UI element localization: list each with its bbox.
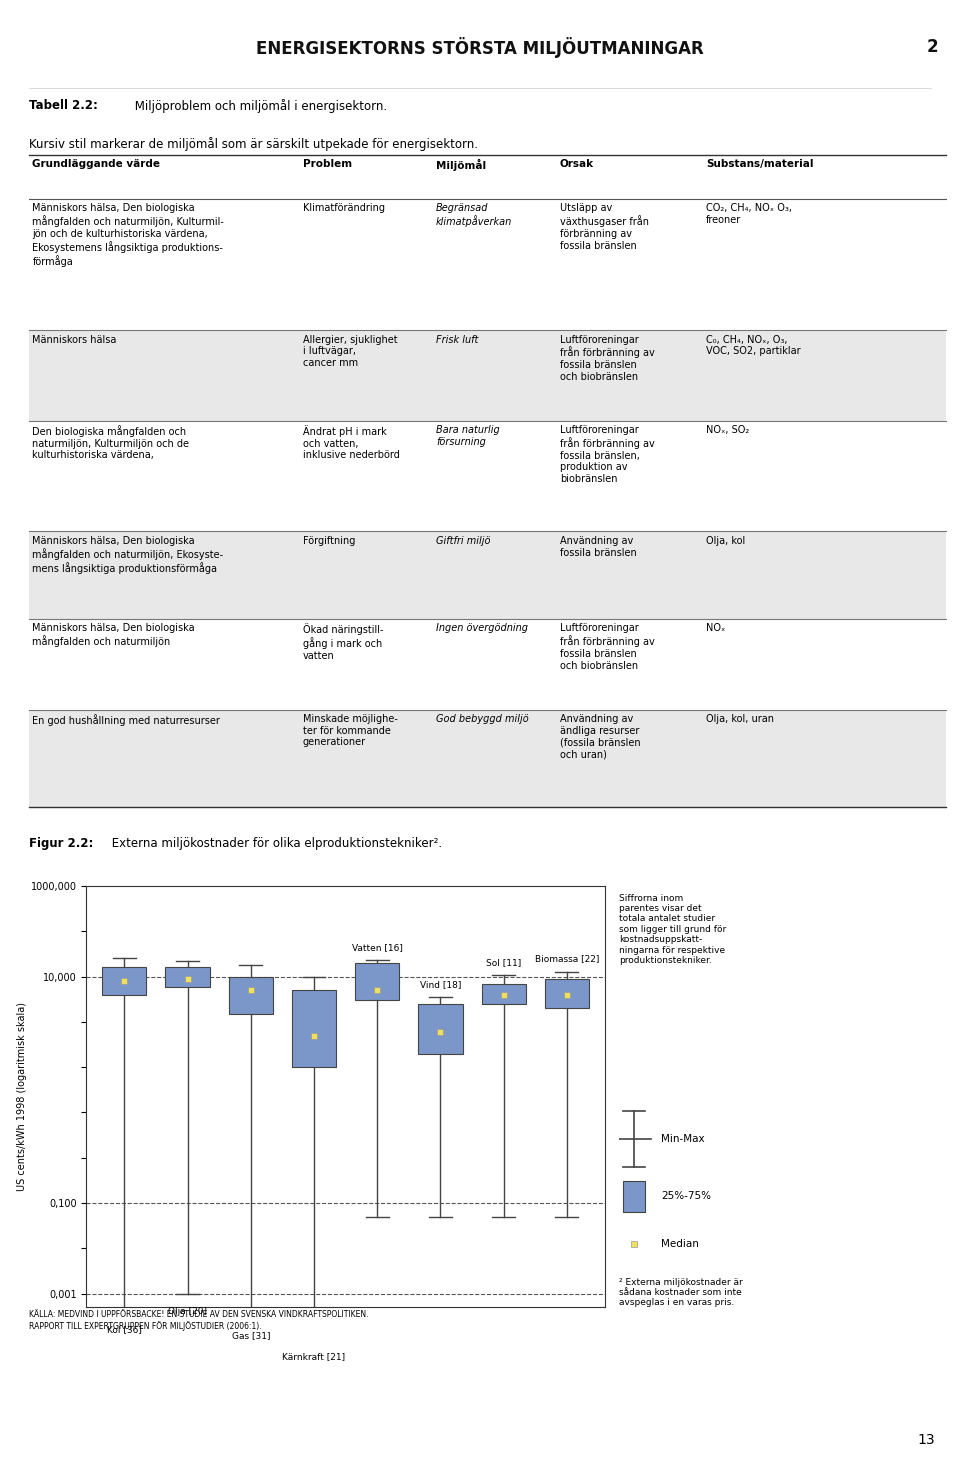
- Text: Olja, kol, uran: Olja, kol, uran: [707, 715, 775, 724]
- Text: ² Externa miljökostnader är
sådana kostnader som inte
avspeglas i en varas pris.: ² Externa miljökostnader är sådana kostn…: [619, 1278, 743, 1307]
- Text: Median: Median: [661, 1239, 699, 1250]
- Text: C₀, CH₄, NOₓ, O₃,
VOC, SO2, partiklar: C₀, CH₄, NOₓ, O₃, VOC, SO2, partiklar: [707, 334, 801, 356]
- Text: Kärnkraft [21]: Kärnkraft [21]: [282, 1353, 346, 1362]
- Text: Biomassa [22]: Biomassa [22]: [535, 954, 599, 963]
- Text: Miljöproblem och miljömål i energisektorn.: Miljöproblem och miljömål i energisektor…: [131, 99, 387, 112]
- Text: Människors hälsa: Människors hälsa: [33, 334, 117, 344]
- Text: Förgiftning: Förgiftning: [303, 536, 355, 546]
- Text: Ökad näringstill-
gång i mark och
vatten: Ökad näringstill- gång i mark och vatten: [303, 623, 383, 660]
- Text: Frisk luft: Frisk luft: [436, 334, 478, 344]
- Bar: [355, 963, 399, 1000]
- Text: Vatten [16]: Vatten [16]: [351, 944, 402, 953]
- Bar: [292, 991, 336, 1068]
- Text: Min-Max: Min-Max: [661, 1134, 705, 1143]
- Text: Vind [18]: Vind [18]: [420, 981, 461, 990]
- Text: Kol [36]: Kol [36]: [107, 1325, 142, 1334]
- Text: Luftföroreningar
från förbränning av
fossila bränslen
och biobränslen: Luftföroreningar från förbränning av fos…: [560, 334, 655, 381]
- Bar: [102, 967, 147, 994]
- Text: Figur 2.2:: Figur 2.2:: [29, 837, 93, 851]
- Text: En god hushållning med naturresurser: En god hushållning med naturresurser: [33, 715, 221, 727]
- Text: Sol [11]: Sol [11]: [486, 959, 521, 967]
- Text: Luftföroreningar
från förbränning av
fossila bränslen,
produktion av
biobränslen: Luftföroreningar från förbränning av fos…: [560, 425, 655, 484]
- Text: Människors hälsa, Den biologiska
mångfalden och naturmiljön, Kulturmil-
jön och : Människors hälsa, Den biologiska mångfal…: [33, 204, 225, 267]
- Y-axis label: US cents/kWh 1998 (logaritmisk skala): US cents/kWh 1998 (logaritmisk skala): [16, 1003, 27, 1190]
- Bar: [165, 967, 209, 987]
- Text: Orsak: Orsak: [560, 160, 593, 170]
- Text: Klimatförändring: Klimatförändring: [303, 204, 385, 214]
- Text: Allergier, sjuklighet
i luftvägar,
cancer mm: Allergier, sjuklighet i luftvägar, cance…: [303, 334, 397, 368]
- Bar: [544, 979, 589, 1009]
- Text: Substans/material: Substans/material: [707, 160, 814, 170]
- Bar: [29, 709, 946, 806]
- Text: NOₓ: NOₓ: [707, 623, 726, 634]
- Text: Ingen övergödning: Ingen övergödning: [436, 623, 528, 634]
- Text: Miljömål: Miljömål: [436, 160, 486, 171]
- Text: KÄLLA: MEDVIND I UPPFÖRSBACKE! EN STUDIE AV DEN SVENSKA VINDKRAFTSPOLITIKEN.
RAP: KÄLLA: MEDVIND I UPPFÖRSBACKE! EN STUDIE…: [29, 1310, 369, 1331]
- Bar: [623, 1180, 644, 1211]
- Text: 25%-75%: 25%-75%: [661, 1190, 711, 1201]
- Bar: [228, 976, 273, 1015]
- Text: Människors hälsa, Den biologiska
mångfalden och naturmiljön: Människors hälsa, Den biologiska mångfal…: [33, 623, 195, 647]
- Text: Användning av
ändliga resurser
(fossila bränslen
och uran): Användning av ändliga resurser (fossila …: [560, 715, 640, 759]
- Text: 2: 2: [926, 38, 938, 56]
- Bar: [29, 532, 946, 619]
- Text: Människors hälsa, Den biologiska
mångfalden och naturmiljön, Ekosyste-
mens lång: Människors hälsa, Den biologiska mångfal…: [33, 536, 224, 575]
- Text: Luftföroreningar
från förbränning av
fossila bränslen
och biobränslen: Luftföroreningar från förbränning av fos…: [560, 623, 655, 671]
- Text: Problem: Problem: [303, 160, 352, 170]
- Text: Giftfri miljö: Giftfri miljö: [436, 536, 491, 546]
- Text: Den biologiska mångfalden och
naturmiljön, Kulturmiljön och de
kulturhistoriska : Den biologiska mångfalden och naturmiljö…: [33, 425, 189, 461]
- Text: NOₓ, SO₂: NOₓ, SO₂: [707, 425, 750, 436]
- Text: 13: 13: [918, 1433, 935, 1447]
- Text: God bebyggd miljö: God bebyggd miljö: [436, 715, 529, 724]
- Text: Externa miljökostnader för olika elproduktionstekniker².: Externa miljökostnader för olika elprodu…: [108, 837, 443, 851]
- Text: Tabell 2.2:: Tabell 2.2:: [29, 99, 98, 112]
- Bar: [419, 1004, 463, 1053]
- Text: Kursiv stil markerar de miljömål som är särskilt utpekade för energisektorn.: Kursiv stil markerar de miljömål som är …: [29, 137, 478, 151]
- Text: Olja, kol: Olja, kol: [707, 536, 746, 546]
- Text: ENERGISEKTORNS STÖRSTA MILJÖUTMANINGAR: ENERGISEKTORNS STÖRSTA MILJÖUTMANINGAR: [256, 37, 704, 58]
- Text: Gas [31]: Gas [31]: [231, 1331, 270, 1340]
- Text: Grundläggande värde: Grundläggande värde: [33, 160, 160, 170]
- Text: Minskade möjlighe-
ter för kommande
generationer: Minskade möjlighe- ter för kommande gene…: [303, 715, 397, 747]
- Text: Siffrorna inom
parentes visar det
totala antalet studier
som ligger till grund f: Siffrorna inom parentes visar det totala…: [619, 894, 727, 964]
- Bar: [29, 329, 946, 421]
- Text: Begränsad
klimatpåverkan: Begränsad klimatpåverkan: [436, 204, 512, 227]
- Text: CO₂, CH₄, NOₓ O₃,
freoner: CO₂, CH₄, NOₓ O₃, freoner: [707, 204, 792, 225]
- Bar: [482, 984, 526, 1004]
- Text: Ändrat pH i mark
och vatten,
inklusive nederbörd: Ändrat pH i mark och vatten, inklusive n…: [303, 425, 399, 461]
- Text: Bara naturlig
försurning: Bara naturlig försurning: [436, 425, 499, 448]
- Text: Olja [20]: Olja [20]: [168, 1307, 207, 1316]
- Text: Utsläpp av
växthusgaser från
förbränning av
fossila bränslen: Utsläpp av växthusgaser från förbränning…: [560, 204, 649, 251]
- Text: Användning av
fossila bränslen: Användning av fossila bränslen: [560, 536, 636, 558]
